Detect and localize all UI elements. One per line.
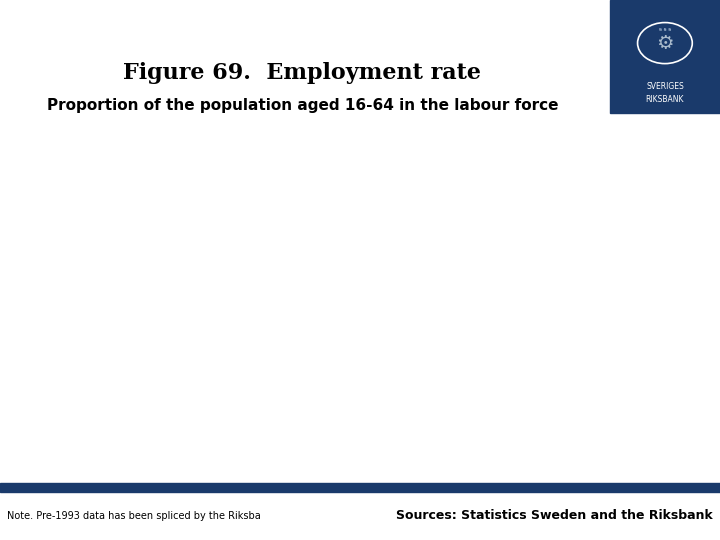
Text: Figure 69.  Employment rate: Figure 69. Employment rate [123,62,482,84]
Bar [0,483,720,492]
Text: Note. Pre-1993 data has been spliced by the Riksba: Note. Pre-1993 data has been spliced by … [7,511,261,521]
Text: ꞩ ꞩ ꞩ: ꞩ ꞩ ꞩ [659,27,671,32]
Text: ⚙: ⚙ [656,33,674,52]
Text: SVERIGES
RIKSBANK: SVERIGES RIKSBANK [646,82,684,104]
Text: Sources: Statistics Sweden and the Riksbank: Sources: Statistics Sweden and the Riksb… [396,509,713,522]
Text: Proportion of the population aged 16-64 in the labour force: Proportion of the population aged 16-64 … [47,98,558,113]
Bar [610,0,720,113]
